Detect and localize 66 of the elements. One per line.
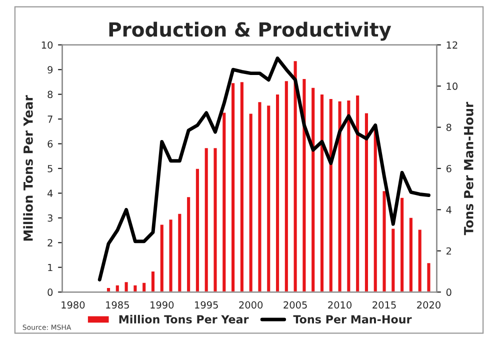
legend-label: Million Tons Per Year xyxy=(119,314,249,324)
y2-tick-label: 12 xyxy=(446,41,458,49)
legend-label: Tons Per Man-Hour xyxy=(293,315,412,324)
x-tick-label: 2000 xyxy=(239,301,263,309)
bar xyxy=(114,284,120,292)
bar xyxy=(141,281,148,292)
bar xyxy=(221,111,228,292)
x-tick-label: 2005 xyxy=(284,301,307,309)
bar xyxy=(354,94,360,292)
bar xyxy=(256,100,263,292)
x-tick-label: 1995 xyxy=(195,301,218,309)
bar xyxy=(266,104,272,292)
bar xyxy=(158,223,165,292)
bar xyxy=(364,112,370,292)
y2-tick-label: 10 xyxy=(446,82,458,90)
bar xyxy=(381,190,388,292)
x-tick-label: 2010 xyxy=(328,301,352,309)
bar xyxy=(426,262,432,292)
bar xyxy=(390,227,396,292)
bar xyxy=(132,284,138,292)
bar xyxy=(416,228,423,292)
bar xyxy=(176,212,183,292)
bar xyxy=(123,280,130,292)
x-tick-label: 1985 xyxy=(106,301,129,309)
bar xyxy=(186,196,192,292)
y2-axis-title: Tons Per Man-Hour xyxy=(464,102,474,236)
y-tick-label: 8 xyxy=(48,90,53,98)
bar xyxy=(203,146,210,292)
y-tick-label: 10 xyxy=(42,41,53,49)
bar xyxy=(328,98,334,292)
bar xyxy=(239,80,245,292)
y-tick-label: 2 xyxy=(48,239,52,246)
y2-tick-label: 8 xyxy=(446,124,452,132)
chart-title: Production & Productivity xyxy=(109,22,392,41)
bar xyxy=(283,80,290,292)
x-tick-label: 1980 xyxy=(62,301,85,309)
bar xyxy=(106,286,112,292)
y2-tick-label: 6 xyxy=(446,164,452,172)
y-tick-label: 0 xyxy=(48,288,53,296)
y-axis-title: Million Tons Per Year xyxy=(23,95,33,241)
bar xyxy=(319,93,325,292)
y-tick-label: 9 xyxy=(48,66,53,74)
x-tick-label: 2015 xyxy=(372,301,396,309)
bar xyxy=(408,216,414,292)
line-series xyxy=(98,56,430,282)
y-tick-label: 4 xyxy=(48,190,53,197)
x-tick-label: 2020 xyxy=(417,301,440,309)
y-tick-label: 5 xyxy=(48,165,52,172)
bar xyxy=(248,112,254,292)
bar xyxy=(150,270,156,292)
y2-tick-label: 4 xyxy=(446,206,452,214)
x-tick-label: 1990 xyxy=(150,301,174,309)
bar xyxy=(168,218,174,292)
y2-tick-label: 2 xyxy=(446,247,451,255)
y-tick-label: 3 xyxy=(48,214,52,222)
bar xyxy=(230,82,236,292)
bar xyxy=(310,86,316,292)
y-tick-label: 1 xyxy=(48,264,52,272)
bar xyxy=(194,168,200,292)
y2-tick-label: 0 xyxy=(446,288,452,296)
bar xyxy=(212,146,218,292)
bar xyxy=(399,196,405,292)
bar xyxy=(346,99,352,292)
y-tick-label: 6 xyxy=(48,140,53,148)
y-tick-label: 7 xyxy=(48,116,52,123)
bar xyxy=(274,93,280,292)
